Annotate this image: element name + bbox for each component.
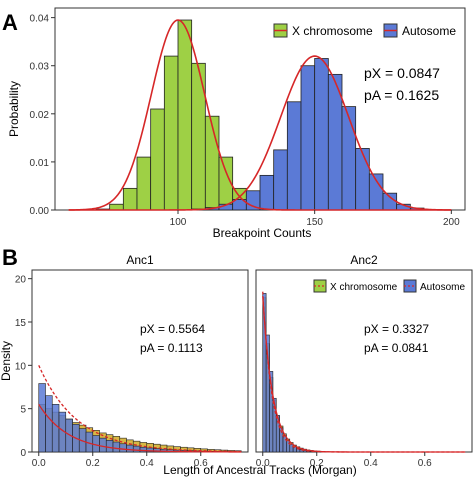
anc2-bar-autosome-6 — [282, 435, 287, 453]
anc1-bar-autosome-13 — [126, 444, 134, 453]
panel-b-y-tick-label-4: 20 — [15, 275, 27, 286]
bar-x-chromosome-6 — [177, 19, 193, 211]
facet-anc1-fit-lines — [38, 365, 242, 453]
bar-x-chromosome-2 — [122, 187, 138, 211]
bar-x-chromosome-5 — [163, 55, 179, 211]
panel-b-x-label: Length of Ancestral Tracks (Morgan) — [163, 463, 356, 477]
anc2-x-tick-label-0: 0.0 — [256, 458, 270, 469]
bar-autosome-11 — [341, 106, 357, 211]
y-tick-label-1: 0.01 — [30, 158, 50, 169]
fit-line-x-chromosome — [68, 19, 452, 211]
panel-b-y-tick-label-3: 15 — [15, 318, 27, 329]
bar-autosome-6 — [273, 149, 288, 211]
panel-a-fit-lines — [68, 19, 452, 211]
panel-a-y-label: Probability — [7, 81, 21, 137]
panel-a: A 0.00 0.01 0.02 0.03 0.04 100 150 200 Probabi… — [2, 7, 466, 240]
anc1-fit-line-x-chromosome — [38, 403, 242, 453]
anc2-x-tick-label-1: 0.2 — [310, 458, 324, 469]
x-tick-label-2: 200 — [443, 217, 460, 228]
y-tick-label-3: 0.03 — [30, 62, 50, 73]
panel-a-annotation-px: pX = 0.0847 — [364, 65, 440, 81]
facet-anc1-x-axis: 0.0 0.2 0.4 0.6 — [32, 452, 208, 469]
anc1-bar-autosome-2 — [51, 404, 60, 453]
bar-autosome-12 — [355, 148, 370, 211]
legend-label-x-chromosome: X chromosome — [292, 24, 373, 38]
bar-x-chromosome-3 — [136, 156, 152, 211]
facet-anc2-title: Anc2 — [350, 253, 378, 267]
y-tick-label-2: 0.02 — [30, 110, 50, 121]
anc2-x-tick-label-2: 0.4 — [364, 458, 378, 469]
anc2-x-tick-label-3: 0.6 — [418, 458, 432, 469]
facet-anc1-title: Anc1 — [126, 253, 154, 267]
y-tick-label-0: 0.00 — [30, 206, 50, 217]
facet-anc2-x-axis: 0.0 0.2 0.4 0.6 — [256, 452, 432, 469]
facet-anc1-annotation-pa: pA = 0.1113 — [140, 341, 203, 355]
y-tick-label-4: 0.04 — [30, 14, 50, 25]
panel-a-letter: A — [2, 10, 18, 35]
panel-b-y-tick-label-2: 10 — [15, 361, 27, 372]
facet-anc2-plot-area — [255, 269, 473, 453]
anc1-bar-autosome-11 — [112, 441, 121, 453]
bar-x-chromosome-8 — [204, 115, 220, 211]
panel-a-y-axis: 0.00 0.01 0.02 0.03 0.04 — [30, 14, 55, 217]
bar-autosome-9 — [314, 58, 329, 211]
bar-autosome-5 — [259, 174, 275, 211]
facet-anc2-fit-lines — [262, 291, 466, 453]
bar-x-chromosome-1 — [109, 203, 124, 211]
panel-b: B Anc1 0.0 0.2 0.4 0.6 0 5 10 15 20 pX = 0.5564… — [0, 245, 473, 477]
anc2-fit-line-autosome — [262, 291, 466, 453]
bar-autosome-14 — [382, 192, 398, 211]
anc1-bar-autosome-10 — [105, 439, 114, 453]
bar-autosome-8 — [300, 65, 316, 211]
anc1-x-tick-label-3: 0.6 — [194, 458, 208, 469]
anc1-x-tick-label-0: 0.0 — [32, 458, 46, 469]
x-tick-label-0: 100 — [170, 217, 187, 228]
anc1-bar-autosome-1 — [45, 395, 53, 453]
facet-anc1-strip — [32, 250, 248, 268]
panel-b-y-axis: 0 5 10 15 20 — [15, 275, 32, 459]
panel-a-bars — [95, 19, 425, 211]
panel-b-letter: B — [2, 245, 18, 270]
facet-anc2-annotation-px: pX = 0.3327 — [364, 322, 429, 336]
anc1-bar-autosome-0 — [38, 383, 46, 453]
legend-b-label-x-chromosome: X chromosome — [330, 282, 398, 293]
x-tick-label-1: 150 — [306, 217, 323, 228]
anc2-bar-autosome-7 — [286, 440, 291, 453]
panel-a-x-axis: 100 150 200 — [170, 210, 460, 228]
anc1-x-tick-label-1: 0.2 — [86, 458, 100, 469]
anc1-bar-autosome-9 — [99, 437, 107, 453]
facet-anc2-annotation-pa: pA = 0.0841 — [364, 341, 429, 355]
anc1-x-tick-label-2: 0.4 — [140, 458, 154, 469]
anc1-fit-line-autosome — [38, 365, 242, 453]
anc1-bar-autosome-14 — [132, 445, 141, 453]
panel-b-y-label: Density — [0, 341, 13, 381]
legend-label-autosome: Autosome — [402, 24, 456, 38]
legend-b-label-autosome: Autosome — [420, 282, 465, 293]
facet-anc2-strip — [256, 250, 472, 268]
anc1-bar-autosome-12 — [119, 443, 127, 453]
panel-a-x-label: Breakpoint Counts — [213, 226, 312, 240]
facet-anc1-annotation-px: pX = 0.5564 — [140, 322, 205, 336]
fit-line-autosome — [68, 55, 452, 211]
panel-a-legend: X chromosome Autosome — [273, 23, 456, 38]
panel-a-annotation-pa: pA = 0.1625 — [364, 87, 439, 103]
bar-autosome-7 — [286, 101, 302, 211]
panel-b-legend: X chromosome Autosome — [313, 279, 465, 293]
panel-b-y-tick-label-0: 0 — [20, 448, 26, 459]
bar-x-chromosome-4 — [150, 108, 165, 211]
panel-b-y-tick-label-1: 5 — [20, 405, 26, 416]
facet-anc2-bars — [262, 293, 324, 453]
anc2-bar-autosome-8 — [289, 443, 294, 453]
